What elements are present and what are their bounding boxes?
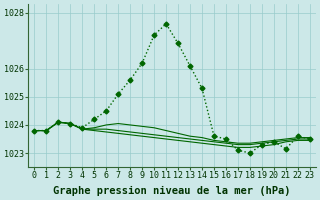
X-axis label: Graphe pression niveau de la mer (hPa): Graphe pression niveau de la mer (hPa) — [53, 186, 291, 196]
